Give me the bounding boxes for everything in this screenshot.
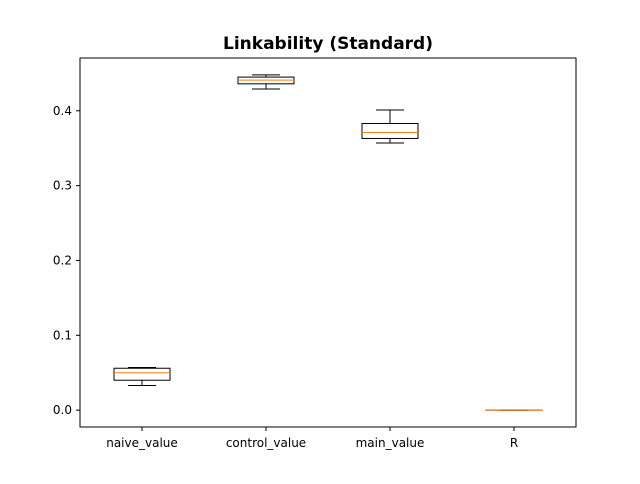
y-tick-label: 0.1 [53,328,72,342]
x-tick-label: naive_value [106,436,178,450]
x-tick-label: main_value [356,436,425,450]
x-tick-label: control_value [226,436,306,450]
y-tick-label: 0.0 [53,403,72,417]
y-tick-label: 0.4 [53,104,72,118]
y-tick-label: 0.2 [53,253,72,267]
y-tick-label: 0.3 [53,179,72,193]
chart-title: Linkability (Standard) [223,34,433,54]
x-tick-label: R [510,436,518,450]
